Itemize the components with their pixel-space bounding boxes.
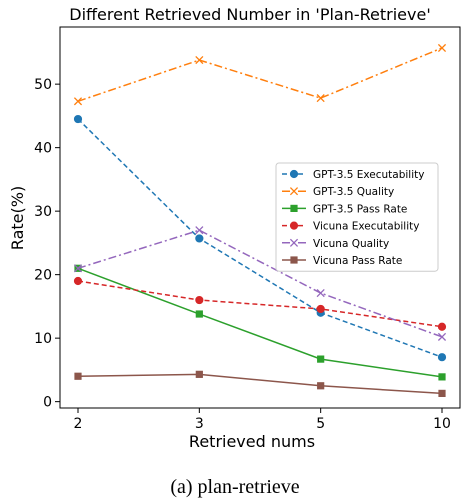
data-point (195, 310, 203, 318)
legend-item: GPT-3.5 Executability (282, 169, 424, 181)
plot-frame (59, 26, 461, 409)
legend-label: GPT-3.5 Executability (313, 169, 424, 181)
legend-label: Vicuna Quality (313, 238, 389, 250)
series-line (77, 373, 443, 395)
x-tick-label: 10 (433, 416, 451, 432)
chart-title: Different Retrieved Number in 'Plan-Retr… (69, 5, 430, 24)
data-point (73, 97, 83, 106)
legend-label: GPT-3.5 Quality (313, 186, 394, 198)
data-point (195, 234, 204, 243)
y-tick-label: 50 (34, 77, 52, 93)
y-tick-label: 0 (43, 395, 52, 411)
y-axis-label: Rate(%) (8, 186, 27, 250)
legend-marker (289, 221, 299, 230)
series-layer (73, 43, 447, 397)
legend-item: GPT-3.5 Quality (282, 186, 394, 198)
series-line (77, 47, 443, 103)
data-point (195, 55, 204, 65)
legend: GPT-3.5 Executability GPT-3.5 Quality GPT-… (275, 162, 439, 272)
data-point (195, 295, 204, 305)
data-point (195, 370, 203, 378)
series-group (73, 114, 447, 362)
legend-item: Vicuna Executability (282, 221, 419, 233)
legend-marker (289, 169, 299, 179)
series-line (77, 118, 443, 358)
series-line (77, 229, 443, 338)
data-point (316, 289, 325, 298)
legend-item: Vicuna Quality (282, 238, 389, 250)
legend-marker (289, 238, 299, 247)
figure-caption: (a) plan-retrieve (170, 476, 300, 498)
y-tick-label: 30 (34, 204, 52, 220)
legend-item: GPT-3.5 Pass Rate (282, 203, 407, 215)
data-point (73, 276, 83, 286)
series-group (74, 370, 446, 397)
y-tick-label: 10 (34, 331, 52, 347)
series-group (73, 276, 447, 331)
legend-box (275, 162, 439, 272)
x-tick-label: 5 (316, 416, 325, 432)
x-axis-label: Retrieved nums (189, 432, 315, 451)
data-point (73, 264, 83, 273)
series-line (77, 267, 443, 378)
data-point (317, 382, 325, 390)
line-chart: Different Retrieved Number in 'Plan-Retr… (8, 5, 461, 451)
data-point (74, 372, 82, 380)
legend-marker (289, 187, 299, 196)
x-axis: 2 3 5 10 (74, 408, 451, 432)
x-tick-label: 3 (195, 416, 204, 432)
data-point (437, 322, 447, 331)
data-point (317, 355, 325, 363)
series-group (73, 226, 447, 341)
series-group (74, 264, 446, 381)
series-line (77, 280, 443, 328)
y-tick-label: 20 (34, 268, 52, 284)
data-point (195, 226, 204, 235)
series-group (73, 43, 447, 106)
legend-label: GPT-3.5 Pass Rate (313, 203, 407, 215)
data-point (316, 94, 325, 103)
legend-label: Vicuna Pass Rate (313, 255, 402, 267)
data-point (438, 373, 446, 381)
data-point (437, 332, 447, 341)
legend-item: Vicuna Pass Rate (282, 255, 402, 267)
legend-marker (290, 204, 298, 212)
data-point (437, 43, 447, 53)
data-point (316, 304, 325, 314)
x-tick-label: 2 (74, 416, 83, 432)
data-point (437, 353, 447, 362)
y-axis: 0 10 20 30 40 50 (34, 77, 60, 411)
data-point (438, 389, 446, 397)
y-tick-label: 40 (34, 141, 52, 157)
data-point (73, 114, 83, 124)
legend-marker (290, 256, 298, 264)
legend-label: Vicuna Executability (313, 221, 419, 233)
